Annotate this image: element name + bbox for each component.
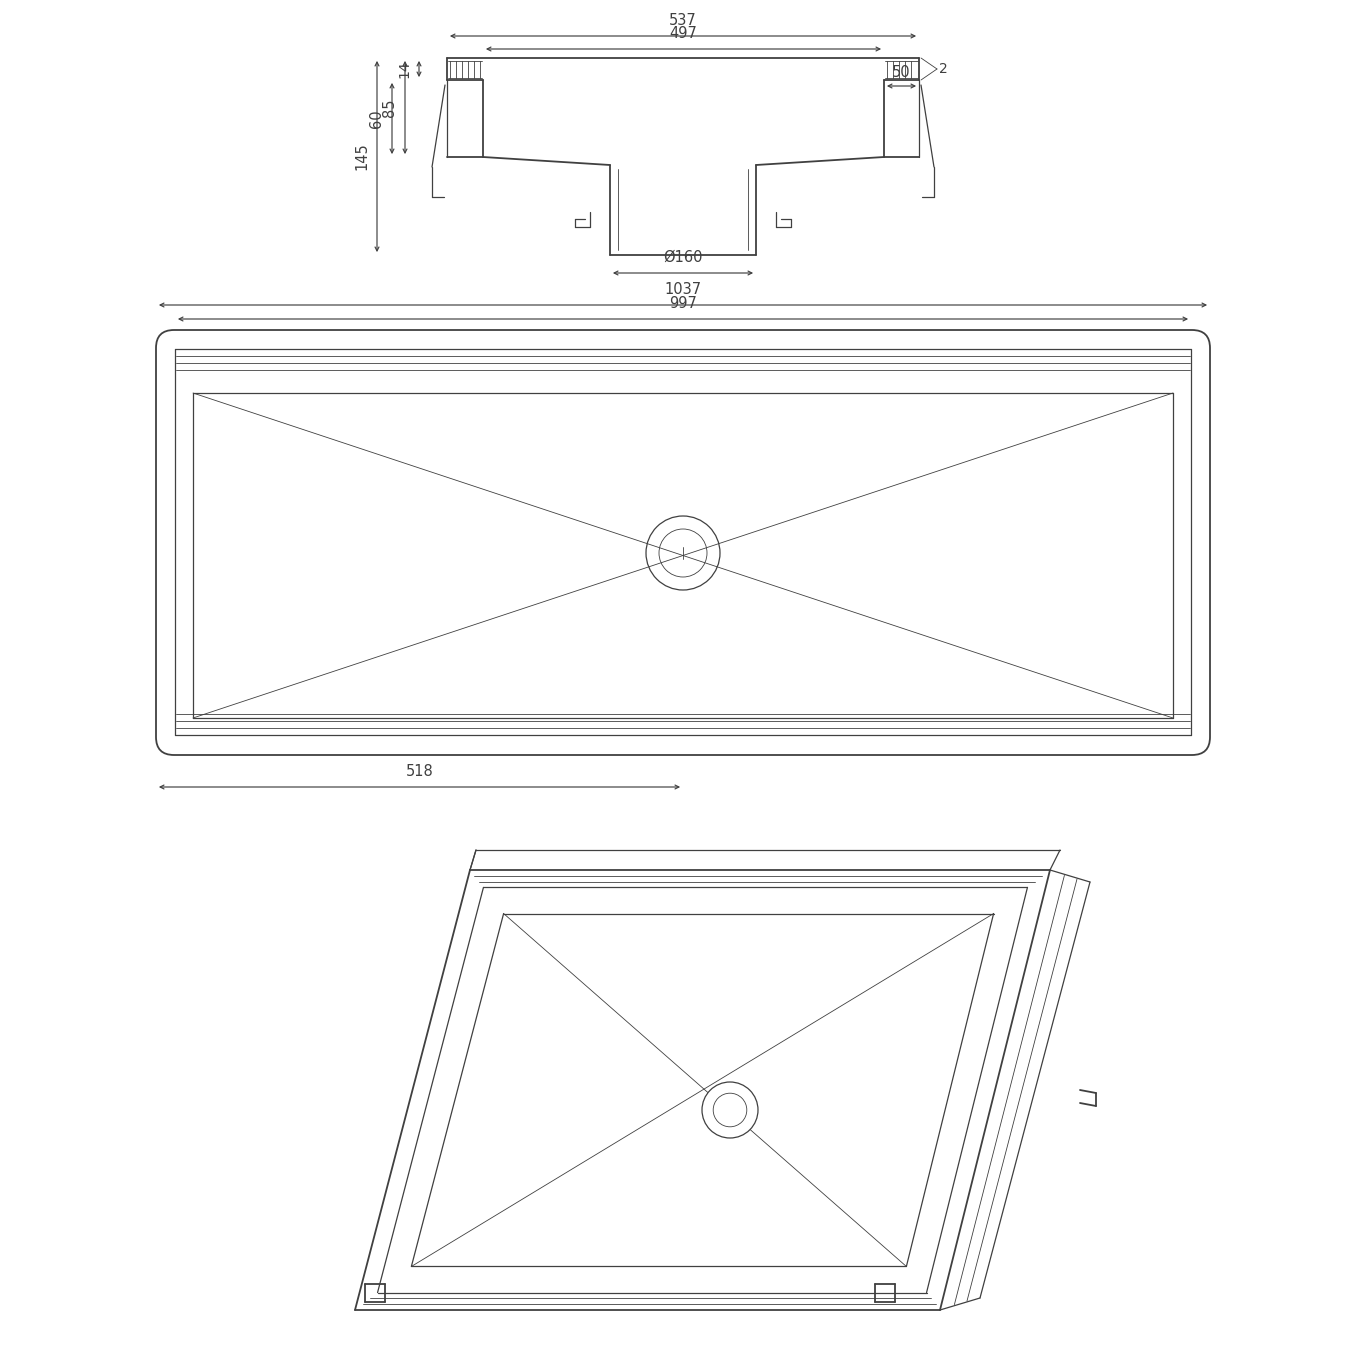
Text: 2: 2 [938, 61, 948, 76]
Text: 60: 60 [369, 109, 384, 128]
Text: 497: 497 [669, 26, 698, 41]
Circle shape [713, 1093, 747, 1127]
Text: Ø160: Ø160 [664, 250, 702, 265]
Text: 997: 997 [669, 296, 697, 311]
Text: 1037: 1037 [664, 281, 702, 296]
Text: 14: 14 [398, 60, 411, 78]
Text: 50: 50 [892, 66, 911, 81]
Text: 85: 85 [382, 98, 398, 116]
Text: 145: 145 [354, 142, 369, 171]
Text: 537: 537 [669, 14, 697, 27]
Text: 518: 518 [406, 764, 433, 779]
Circle shape [702, 1082, 758, 1138]
